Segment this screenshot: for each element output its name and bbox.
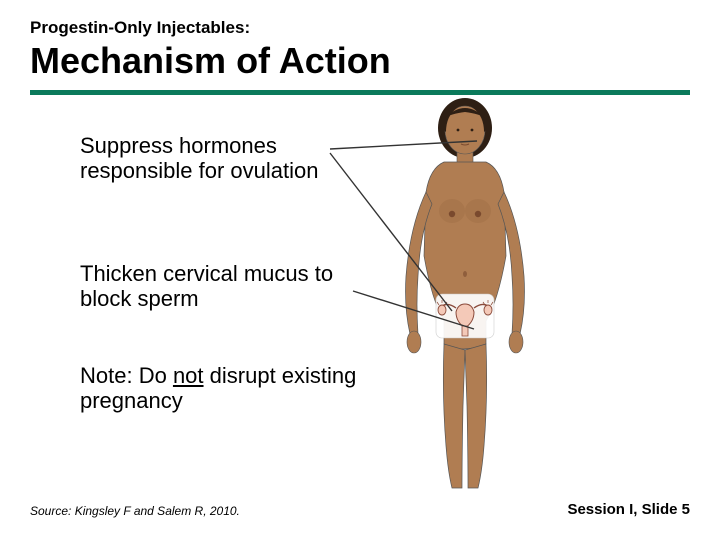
leg-r: [465, 344, 487, 488]
eye-l: [457, 129, 460, 132]
note-prefix: Note: Do: [80, 363, 173, 388]
source-citation: Source: Kingsley F and Salem R, 2010.: [30, 504, 240, 518]
slide-reference: Session I, Slide 5: [567, 501, 690, 518]
ovary-r: [484, 305, 492, 315]
slide-container: Progestin-Only Injectables: Mechanism of…: [0, 0, 720, 540]
navel: [463, 271, 467, 277]
content-area: Suppress hormones responsible for ovulat…: [30, 101, 690, 481]
anatomy-figure: [360, 96, 570, 491]
female-body-svg: [360, 96, 570, 491]
nipple-l: [449, 211, 455, 217]
hand-r: [509, 331, 523, 353]
eye-r: [471, 129, 474, 132]
ovary-l: [438, 305, 446, 315]
slide-title: Mechanism of Action: [30, 40, 690, 82]
leg-l: [443, 344, 465, 488]
reproductive-system: [436, 294, 494, 338]
nipple-r: [475, 211, 481, 217]
slide-subtitle: Progestin-Only Injectables:: [30, 18, 690, 38]
cervix: [462, 326, 468, 336]
hand-l: [407, 331, 421, 353]
mechanism-point-1: Suppress hormones responsible for ovulat…: [80, 133, 340, 184]
title-underline: [30, 90, 690, 95]
mechanism-point-2: Thicken cervical mucus to block sperm: [80, 261, 360, 312]
note-underlined: not: [173, 363, 204, 388]
mechanism-note: Note: Do not disrupt existing pregnancy: [80, 363, 360, 414]
